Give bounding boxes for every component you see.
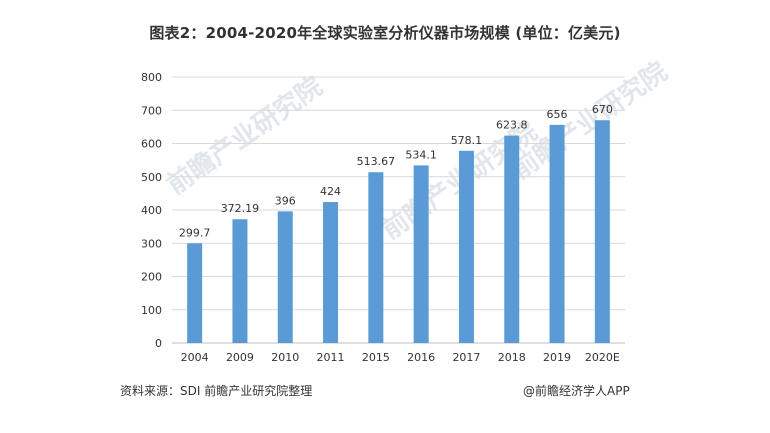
bar — [277, 211, 293, 343]
watermark-text-3: 前瞻产业研究院 — [506, 56, 673, 186]
bar — [368, 172, 384, 343]
y-tick-label: 700 — [141, 104, 162, 117]
x-axis: 2004 2009 2010 2011 2015 2016 2017 2018 2019 2020… — [181, 351, 620, 364]
bar — [549, 124, 565, 343]
bar — [413, 165, 429, 343]
y-tick-label: 500 — [141, 171, 162, 184]
chart-title: 图表2：2004-2020年全球实验室分析仪器市场规模 (单位：亿美元) — [149, 24, 621, 42]
data-label: 513.67 — [357, 155, 396, 168]
data-label: 670 — [592, 103, 613, 116]
data-label: 534.1 — [405, 148, 437, 161]
y-tick-label: 400 — [141, 204, 162, 217]
bars — [187, 120, 610, 343]
data-label: 396 — [275, 194, 296, 207]
data-label: 372.19 — [221, 202, 260, 215]
data-label: 623.8 — [496, 119, 528, 132]
data-label: 424 — [320, 185, 341, 198]
x-tick-label: 2004 — [181, 351, 209, 364]
data-label: 299.7 — [179, 226, 211, 239]
source-note: 资料来源：SDI 前瞻产业研究院整理 — [120, 384, 313, 398]
y-tick-label: 200 — [141, 271, 162, 284]
x-tick-label: 2019 — [543, 351, 571, 364]
bar — [458, 150, 474, 343]
data-label: 656 — [547, 108, 568, 121]
bar — [323, 202, 339, 343]
y-tick-label: 100 — [141, 304, 162, 317]
watermark-text-1: 前瞻产业研究院 — [161, 71, 328, 201]
x-tick-label: 2017 — [452, 351, 480, 364]
bar — [232, 219, 248, 343]
y-axis: 0 100 200 300 400 500 600 700 800 — [141, 71, 162, 350]
x-tick-label: 2018 — [498, 351, 526, 364]
x-tick-label: 2016 — [407, 351, 435, 364]
y-tick-label: 600 — [141, 138, 162, 151]
bar — [504, 135, 520, 343]
x-tick-label: 2010 — [271, 351, 299, 364]
x-tick-label: 2011 — [317, 351, 345, 364]
y-tick-label: 300 — [141, 237, 162, 250]
credit-note: @前瞻经济学人APP — [523, 384, 630, 398]
bar — [187, 243, 203, 343]
x-tick-label: 2009 — [226, 351, 254, 364]
value-labels: 299.7 372.19 396 424 513.67 534.1 578.1 623.8 65… — [179, 103, 613, 239]
bar — [594, 120, 610, 343]
grid-lines — [172, 76, 625, 344]
y-tick-label: 800 — [141, 71, 162, 84]
x-tick-label: 2020E — [585, 351, 620, 364]
x-tick-label: 2015 — [362, 351, 390, 364]
data-label: 578.1 — [451, 134, 483, 147]
y-tick-label: 0 — [155, 337, 162, 350]
